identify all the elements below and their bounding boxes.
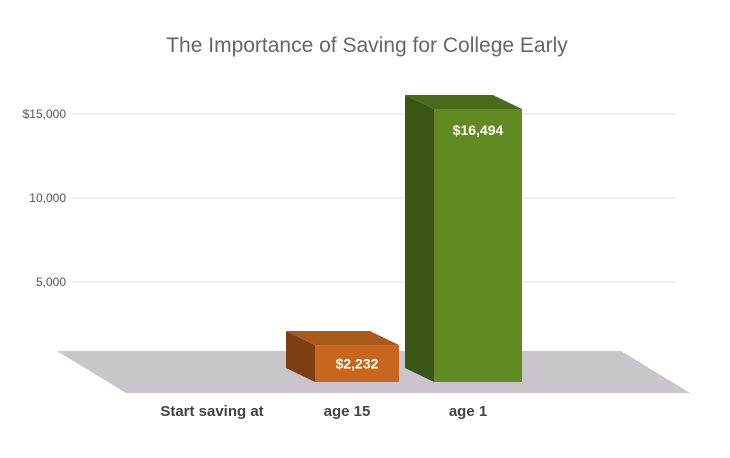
y-tick-label: 10,000: [29, 191, 66, 205]
y-tick-label: $15,000: [23, 107, 67, 121]
bar-top: [286, 331, 399, 346]
data-label: $2,232: [336, 356, 379, 372]
x-axis-label: Start saving at: [160, 403, 263, 420]
x-category-label: age 1: [449, 403, 487, 420]
bar-side: [286, 331, 315, 382]
bar-age-15: $2,232: [286, 331, 399, 382]
bars: $2,232 $16,494: [286, 95, 522, 382]
bar-top: [405, 95, 522, 109]
chart-title: The Importance of Saving for College Ear…: [166, 34, 568, 57]
x-axis-categories: age 15 age 1: [324, 403, 488, 420]
y-axis-ticks: 5,000 10,000 $15,000: [23, 107, 67, 289]
bar-side: [405, 95, 434, 382]
x-category-label: age 15: [324, 403, 371, 420]
bar-age-1: $16,494: [405, 95, 522, 382]
bar-front: [434, 109, 522, 382]
y-tick-label: 5,000: [36, 275, 66, 289]
data-label: $16,494: [453, 122, 504, 138]
gridlines: [72, 113, 676, 283]
bar-front: [315, 345, 399, 382]
